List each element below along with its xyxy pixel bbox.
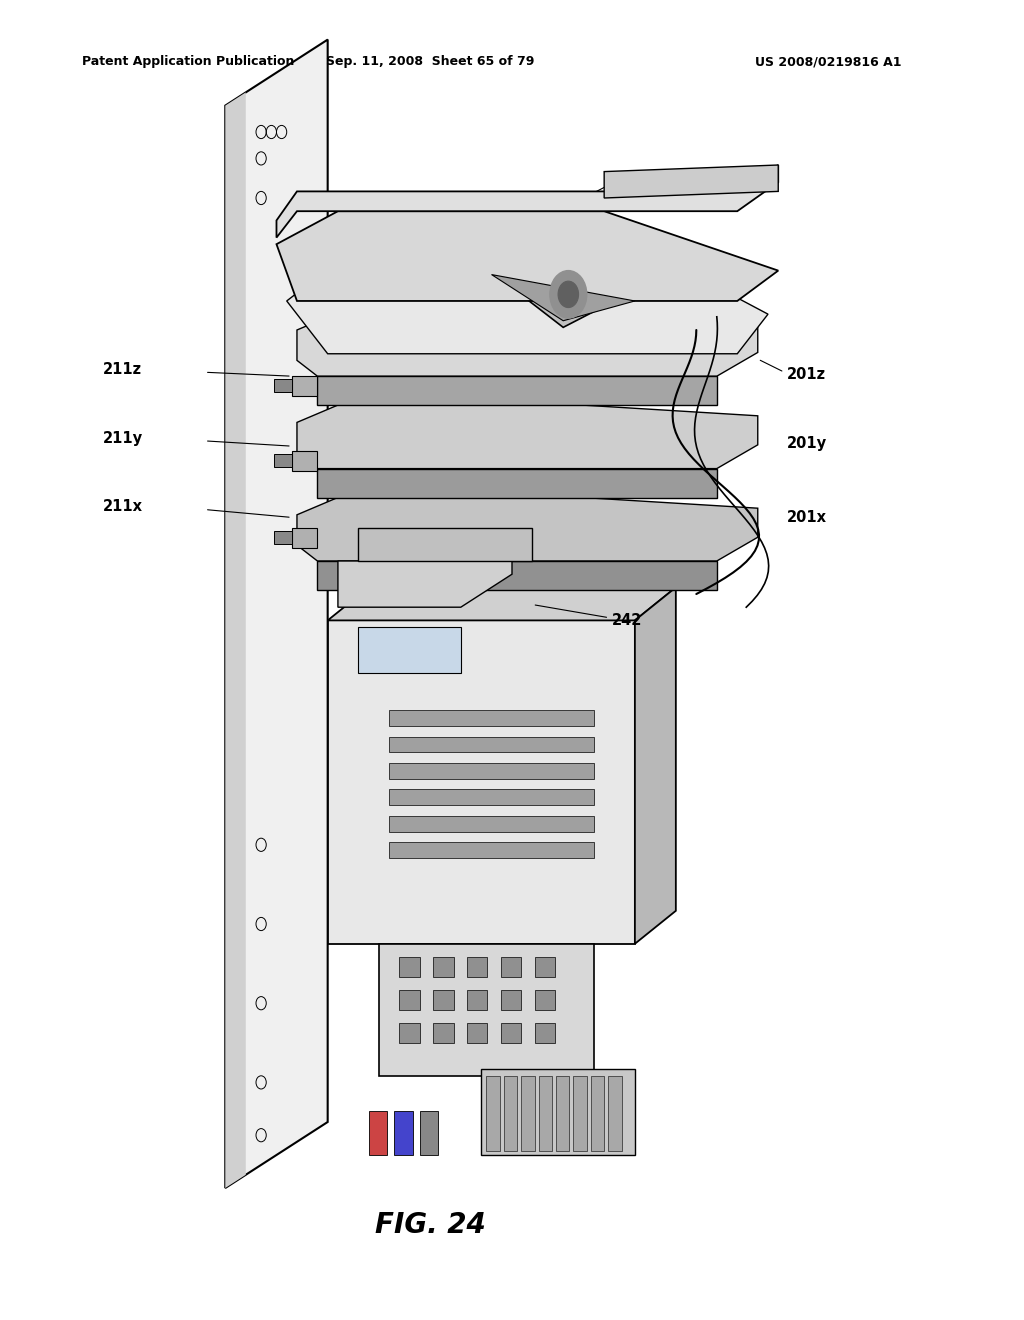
Polygon shape: [608, 1076, 622, 1151]
Polygon shape: [292, 528, 317, 548]
Text: 211x: 211x: [102, 499, 142, 515]
Polygon shape: [276, 165, 778, 238]
Polygon shape: [328, 587, 676, 620]
Polygon shape: [399, 1023, 420, 1043]
Polygon shape: [399, 990, 420, 1010]
Polygon shape: [521, 1076, 535, 1151]
Polygon shape: [276, 211, 778, 301]
Polygon shape: [573, 1076, 587, 1151]
Polygon shape: [433, 990, 454, 1010]
Polygon shape: [635, 587, 676, 944]
Polygon shape: [274, 531, 292, 544]
Polygon shape: [369, 1111, 387, 1155]
Polygon shape: [394, 1111, 413, 1155]
Polygon shape: [225, 40, 328, 1188]
Polygon shape: [501, 1023, 521, 1043]
Polygon shape: [287, 222, 768, 354]
Polygon shape: [433, 1023, 454, 1043]
Polygon shape: [481, 1069, 635, 1155]
Polygon shape: [535, 957, 555, 977]
Polygon shape: [389, 816, 594, 832]
Polygon shape: [604, 165, 778, 198]
Text: 201x: 201x: [786, 510, 826, 525]
Polygon shape: [358, 528, 532, 561]
Polygon shape: [379, 944, 594, 1076]
Polygon shape: [399, 957, 420, 977]
Polygon shape: [338, 561, 512, 607]
Polygon shape: [433, 957, 454, 977]
Polygon shape: [492, 275, 635, 321]
Polygon shape: [591, 1076, 604, 1151]
Polygon shape: [535, 1023, 555, 1043]
Polygon shape: [297, 300, 758, 376]
Polygon shape: [389, 763, 594, 779]
Polygon shape: [539, 1076, 552, 1151]
Polygon shape: [467, 957, 487, 977]
Polygon shape: [467, 990, 487, 1010]
Polygon shape: [389, 710, 594, 726]
Polygon shape: [317, 469, 717, 498]
Text: 201y: 201y: [786, 436, 826, 451]
Polygon shape: [486, 1076, 500, 1151]
Polygon shape: [297, 392, 758, 469]
Text: 211y: 211y: [102, 430, 142, 446]
Text: FIG. 24: FIG. 24: [375, 1210, 485, 1239]
Polygon shape: [535, 990, 555, 1010]
Polygon shape: [292, 451, 317, 471]
Polygon shape: [389, 737, 594, 752]
Polygon shape: [274, 454, 292, 467]
Polygon shape: [504, 1076, 517, 1151]
Polygon shape: [556, 1076, 569, 1151]
Polygon shape: [358, 627, 461, 673]
Polygon shape: [420, 1111, 438, 1155]
Text: Patent Application Publication: Patent Application Publication: [82, 55, 294, 69]
Text: 211z: 211z: [102, 362, 141, 378]
Polygon shape: [389, 842, 594, 858]
Polygon shape: [501, 990, 521, 1010]
Text: 240: 240: [612, 173, 643, 189]
Polygon shape: [297, 484, 758, 561]
Circle shape: [550, 271, 587, 318]
Polygon shape: [389, 789, 594, 805]
Polygon shape: [501, 957, 521, 977]
Polygon shape: [461, 248, 666, 327]
Polygon shape: [317, 376, 717, 405]
Polygon shape: [328, 620, 635, 944]
Polygon shape: [292, 376, 317, 396]
Text: 201z: 201z: [786, 367, 825, 383]
Text: US 2008/0219816 A1: US 2008/0219816 A1: [755, 55, 901, 69]
Polygon shape: [467, 1023, 487, 1043]
Text: 242: 242: [612, 612, 643, 628]
Polygon shape: [274, 379, 292, 392]
Polygon shape: [225, 92, 246, 1188]
Circle shape: [558, 281, 579, 308]
Text: Sep. 11, 2008  Sheet 65 of 79: Sep. 11, 2008 Sheet 65 of 79: [326, 55, 535, 69]
Polygon shape: [317, 561, 717, 590]
